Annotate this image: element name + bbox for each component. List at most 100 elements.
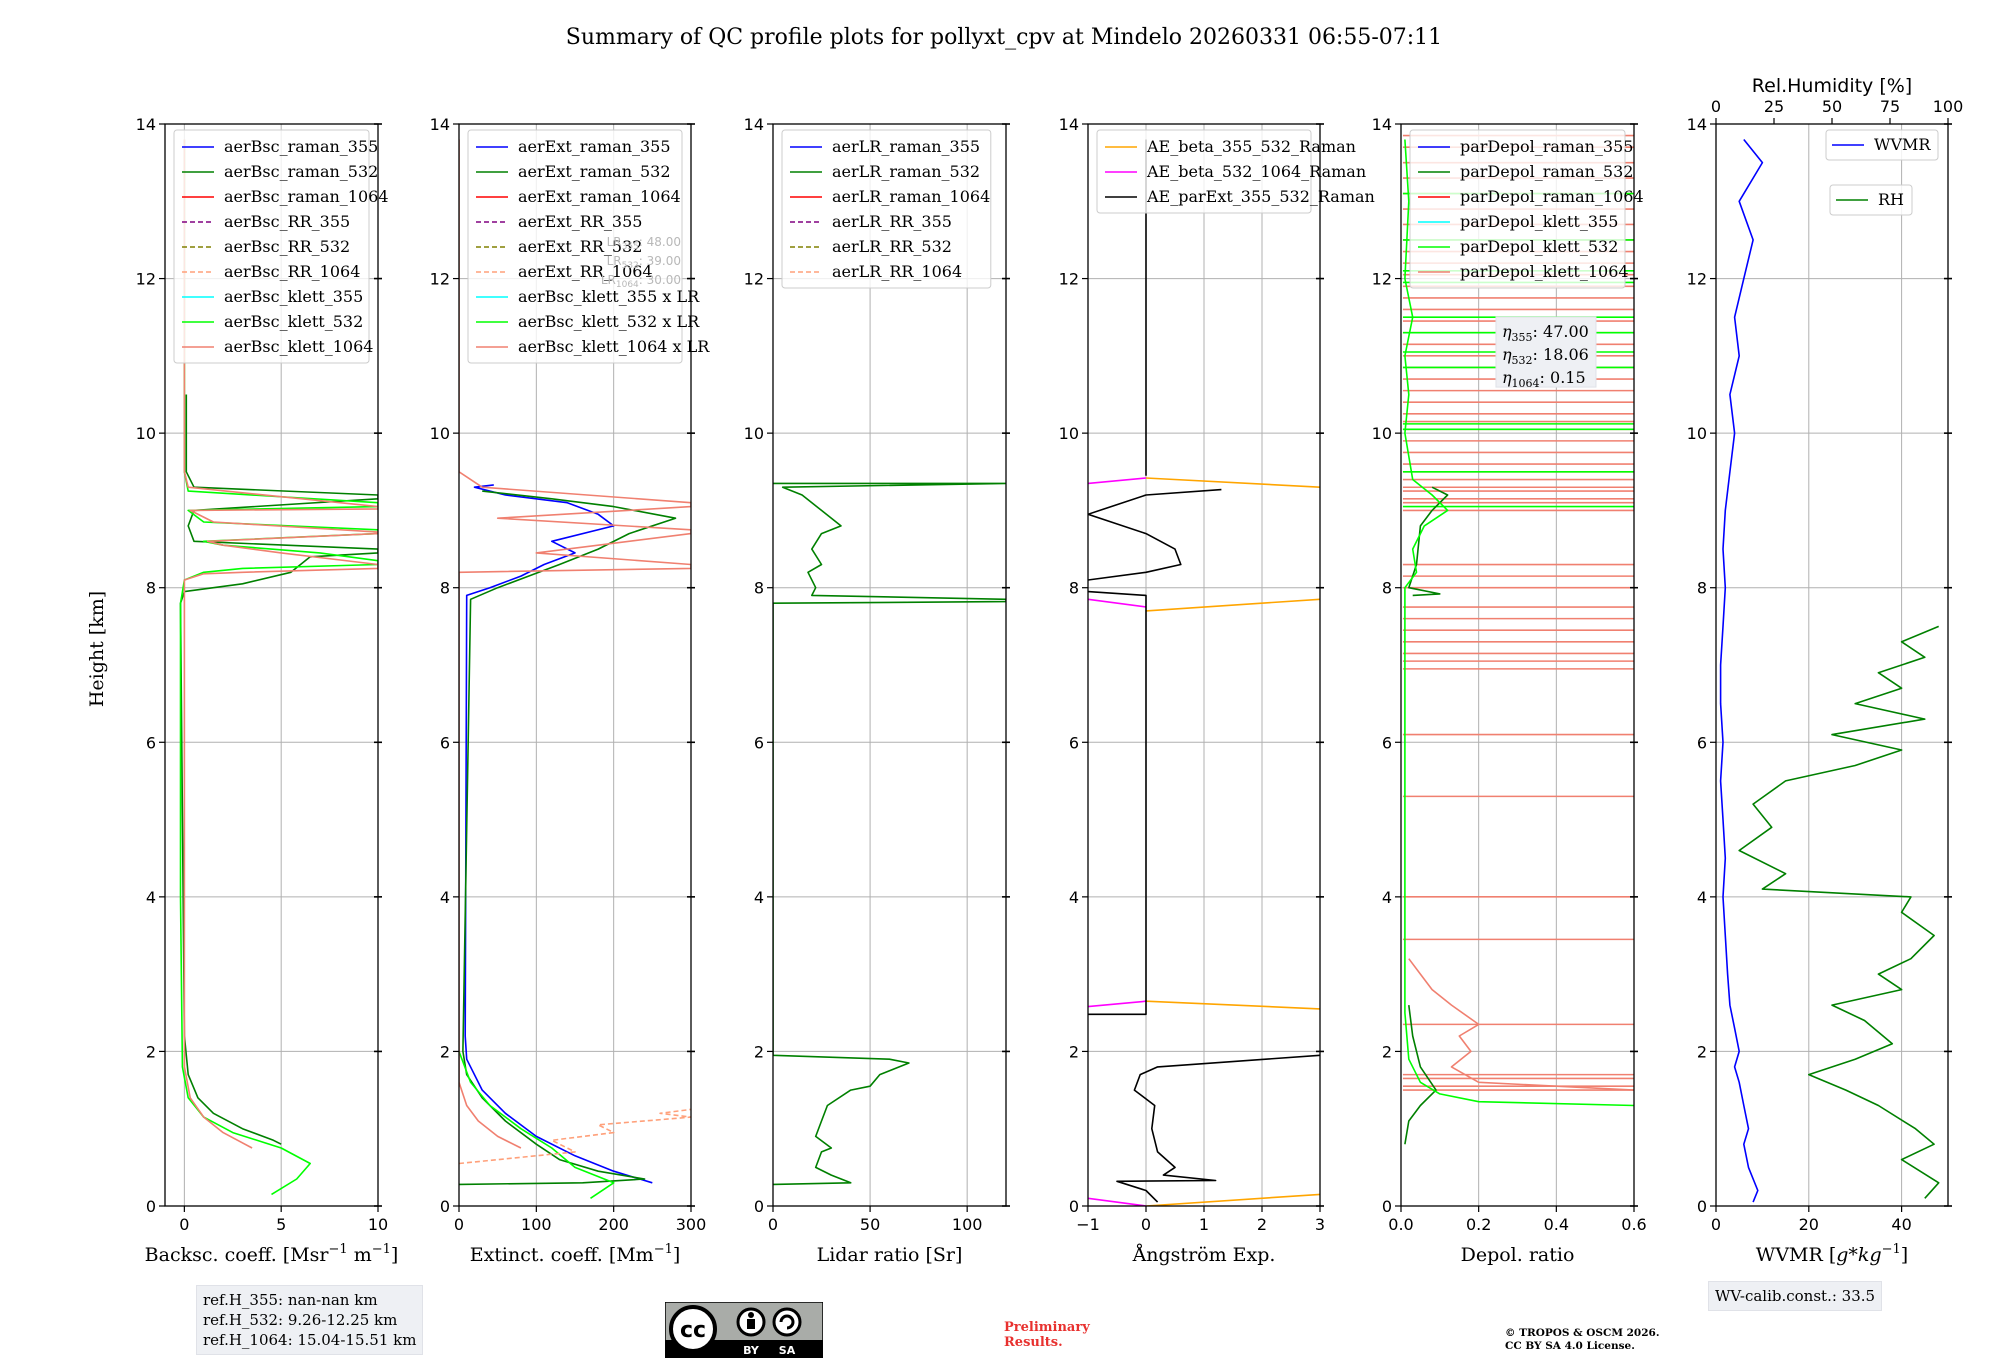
lr-value: 48.00 xyxy=(647,235,681,249)
legend-label-4: aerLR_RR_532 xyxy=(832,237,952,256)
lr-annotation-2: LR1064: 30.00 xyxy=(601,273,681,290)
top-tick-label-1: 25 xyxy=(1764,97,1784,116)
legend-label-rh: RH xyxy=(1878,190,1904,209)
y-tick-label-0: 0 xyxy=(1697,1197,1707,1216)
eta-box xyxy=(1495,316,1597,388)
legend-label-3: aerBsc_RR_355 xyxy=(224,212,350,231)
y-tick-label-1: 2 xyxy=(1382,1042,1392,1061)
lr-separator: : xyxy=(639,254,647,268)
y-tick-label-5: 10 xyxy=(136,424,156,443)
top-tick-label-2: 50 xyxy=(1822,97,1842,116)
y-tick-label-2: 4 xyxy=(754,888,764,907)
legend-label-0: parDepol_raman_355 xyxy=(1460,137,1633,156)
x-axis-label-part: −1 xyxy=(654,1242,673,1257)
series-line-ae-beta-355-532-raman-b xyxy=(1145,1000,1320,1010)
legend-box-wvmr xyxy=(1825,129,1939,161)
series-line-ae-beta-532-1064-raman-b xyxy=(1088,1000,1147,1008)
y-tick-label-0: 0 xyxy=(146,1197,156,1216)
plot-area xyxy=(459,139,691,1199)
cc-license-badge: cc BY SA xyxy=(665,1302,823,1358)
x-tick-label-0: −1 xyxy=(1076,1215,1100,1234)
eta-separator: : xyxy=(1533,345,1543,364)
y-axis-label: Height [km] xyxy=(86,591,108,707)
legend-label-5: parDepol_klett_1064 xyxy=(1460,262,1629,281)
ref-height-1064: ref.H_1064: 15.04-15.51 km xyxy=(203,1331,417,1349)
eta-symbol: η xyxy=(1502,345,1512,364)
series-line-ae-parext-355-532-raman xyxy=(1116,1054,1320,1203)
x-tick-label-4: 3 xyxy=(1315,1215,1325,1234)
legend-label-0: aerBsc_raman_355 xyxy=(224,137,378,156)
y-tick-label-7: 14 xyxy=(1059,115,1079,134)
x-tick-label-2: 100 xyxy=(952,1215,983,1234)
axes-frame xyxy=(164,123,379,1207)
x-axis-label-part: −1 xyxy=(329,1242,348,1257)
y-tick-label-7: 14 xyxy=(1687,115,1707,134)
lr-value: 39.00 xyxy=(647,254,681,268)
lr-annotation-1: LR532: 39.00 xyxy=(607,254,681,271)
series-line-aerbsc-klett-532 xyxy=(179,139,378,1196)
plot-area xyxy=(1088,139,1320,1206)
y-tick-label-0: 0 xyxy=(754,1197,764,1216)
plot-area xyxy=(179,139,378,1196)
x-tick-label-0: 0 xyxy=(454,1215,464,1234)
y-tick-label-0: 0 xyxy=(1382,1197,1392,1216)
series-line-pardepol-raman-532-b xyxy=(1408,486,1449,597)
legend-label-5: aerExt_RR_1064 xyxy=(518,262,653,281)
x-tick-label-3: 300 xyxy=(676,1215,707,1234)
legend-label-8: aerBsc_klett_1064 xyxy=(224,337,373,356)
x-axis-label-part: WVMR [ xyxy=(1756,1244,1836,1266)
series-line-wvmr xyxy=(1719,138,1764,1203)
lr-subscript: 1064 xyxy=(616,280,639,290)
x-axis-label-part: ] xyxy=(391,1244,398,1266)
y-tick-label-2: 4 xyxy=(1069,888,1079,907)
axes-frame xyxy=(458,123,692,1207)
y-tick-label-3: 6 xyxy=(440,733,450,752)
x-tick-label-1: 0.2 xyxy=(1466,1215,1491,1234)
top-tick-label-0: 0 xyxy=(1711,97,1721,116)
eta-symbol: η xyxy=(1502,368,1512,387)
x-tick-label-1: 0 xyxy=(1141,1215,1151,1234)
series-line-aerext-rr-1064 xyxy=(459,1108,691,1165)
legend-box xyxy=(1409,129,1626,289)
axes-frame xyxy=(1400,123,1635,1207)
y-tick-label-4: 8 xyxy=(1697,579,1707,598)
legend-label-4: aerBsc_RR_532 xyxy=(224,237,350,256)
legend-label-0: AE_beta_355_532_Raman xyxy=(1146,137,1356,156)
x-axis-label: Ångström Exp. xyxy=(1132,1244,1276,1266)
y-tick-label-7: 14 xyxy=(1372,115,1392,134)
legend-label-4: aerExt_RR_532 xyxy=(518,237,642,256)
y-tick-label-0: 0 xyxy=(440,1197,450,1216)
figure-title: Summary of QC profile plots for pollyxt_… xyxy=(566,25,1442,50)
y-tick-label-0: 0 xyxy=(1069,1197,1079,1216)
legend-label-5: aerLR_RR_1064 xyxy=(832,262,962,281)
series-line-pardepol-raman-532 xyxy=(1404,1004,1437,1145)
legend-label-2: aerBsc_raman_1064 xyxy=(224,187,389,206)
eta-value: 0.15 xyxy=(1550,368,1586,387)
cc-sa-label: SA xyxy=(779,1344,796,1357)
x-tick-label-0: 0 xyxy=(179,1215,189,1234)
legend-box xyxy=(781,129,992,289)
series-line-rh xyxy=(1738,625,1940,1199)
y-tick-label-5: 10 xyxy=(744,424,764,443)
lr-subscript: 532 xyxy=(622,261,639,271)
x-tick-label-0: 0 xyxy=(768,1215,778,1234)
y-tick-label-3: 6 xyxy=(146,733,156,752)
lr-subscript: 355 xyxy=(622,242,639,252)
cc-logo-text: cc xyxy=(680,1318,706,1343)
legend-box xyxy=(467,129,683,364)
x-axis-label-part: g*kg xyxy=(1836,1244,1881,1266)
y-tick-label-1: 2 xyxy=(1069,1042,1079,1061)
series-line-ae-beta-355-532-raman-c xyxy=(1145,598,1320,612)
wv-calibration-box: WV-calib.const.: 33.5 xyxy=(1708,1281,1883,1311)
x-axis-label-part: Extinct. coeff. [Mm xyxy=(470,1244,654,1266)
legend-label-7: aerBsc_klett_532 x LR xyxy=(518,312,700,331)
legend-label-1: aerBsc_raman_532 xyxy=(224,162,378,181)
legend-label-3: aerExt_RR_355 xyxy=(518,212,642,231)
legend-label-7: aerBsc_klett_532 xyxy=(224,312,363,331)
top-axis-label: Rel.Humidity [%] xyxy=(1752,75,1912,97)
series-line-aerbsc-klett-1064 xyxy=(183,139,378,1149)
x-axis-label-part: Ångström Exp. xyxy=(1132,1244,1276,1266)
legend-label-1: parDepol_raman_532 xyxy=(1460,162,1633,181)
